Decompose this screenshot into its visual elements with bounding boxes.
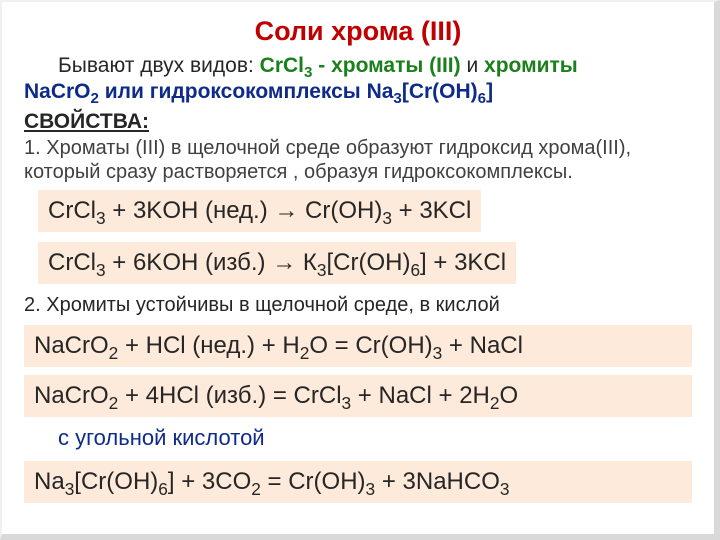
equation-1: CrCl3 + 3KOH (нед.) → Cr(OH)3 + 3KCl <box>38 190 481 232</box>
page-title: Соли хрома (III) <box>24 16 692 47</box>
paragraph-2: 2. Хромиты устойчивы в щелочной среде, в… <box>24 294 692 317</box>
intro-green1: CrCl3 - хроматы (III) <box>260 54 461 77</box>
intro-prefix: Бывают двух видов: <box>58 54 260 77</box>
intro-blue: NaCrO2 или гидроксокомплексы Na3[Cr(OH)6… <box>24 80 493 103</box>
equation-5: Na3[Cr(OH)6] + 3CO2 = Cr(OH)3 + 3NaHCO3 <box>24 461 692 503</box>
intro-green2: хромиты <box>484 54 578 77</box>
equation-3: NaCrO2 + HCl (нед.) + H2O = Cr(OH)3 + Na… <box>24 325 692 367</box>
paragraph-1: 1. Хроматы (III) в щелочной среде образу… <box>24 136 692 184</box>
equation-4: NaCrO2 + 4HCl (изб.) = CrCl3 + NaCl + 2H… <box>24 375 692 417</box>
properties-heading: СВОЙСТВА: <box>24 110 692 134</box>
slide: Соли хрома (III) Бывают двух видов: CrCl… <box>0 0 720 540</box>
intro-mid: и <box>461 54 484 77</box>
carbonic-acid-note: с угольной кислотой <box>58 425 692 451</box>
equation-2: CrCl3 + 6KOH (изб.) → К3[Cr(OH)6] + 3KCl <box>38 242 516 284</box>
intro-block: Бывают двух видов: CrCl3 - хроматы (III)… <box>24 53 692 106</box>
